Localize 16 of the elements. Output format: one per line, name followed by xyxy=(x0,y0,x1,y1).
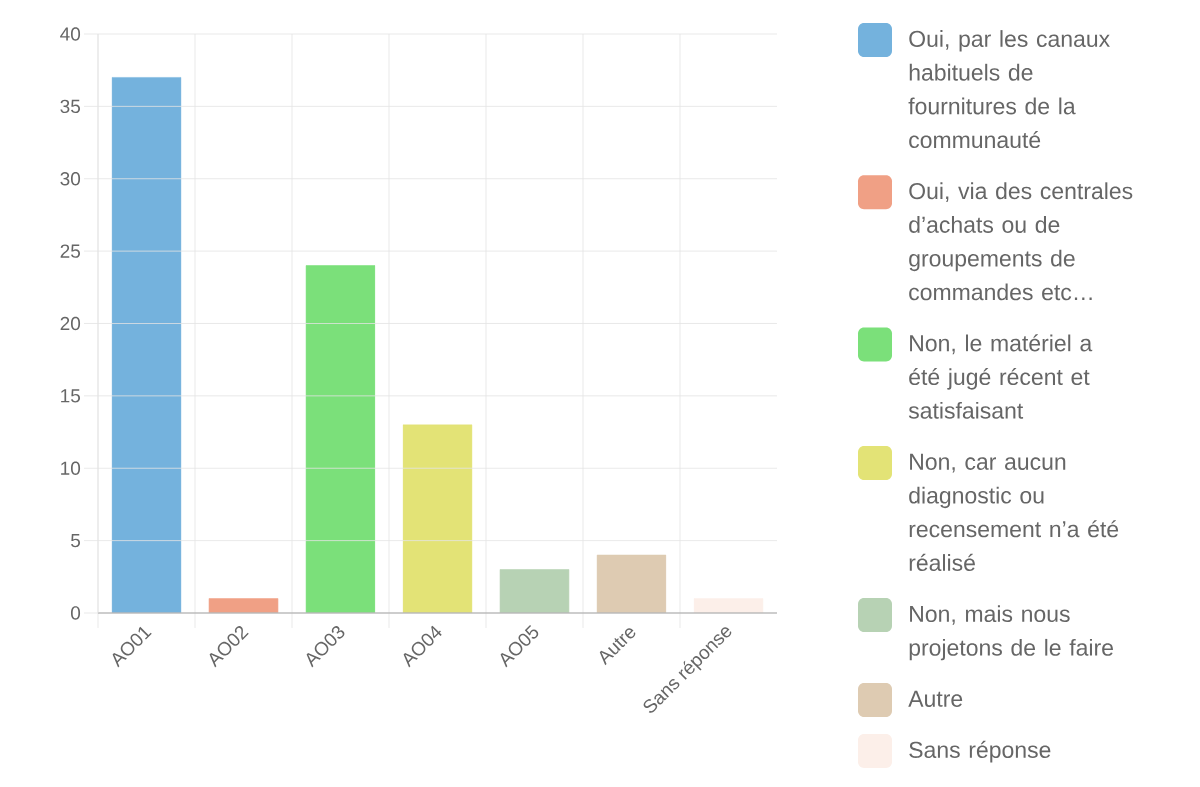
y-tick-label: 10 xyxy=(61,461,81,475)
y-tick-label: 25 xyxy=(60,244,81,258)
y-tick-label: 40 xyxy=(60,27,81,41)
y-tick-label: 15 xyxy=(61,389,81,403)
y-tick-label: 5 xyxy=(71,533,81,548)
legend-label: Non, car aucun diagnostic ou recensement n’a été réalisé xyxy=(909,453,1119,571)
y-tick-label: 35 xyxy=(60,99,81,114)
legend-label: Sans réponse xyxy=(909,740,1051,763)
y-tick-label: 30 xyxy=(60,172,81,186)
legend-label: Non, le matériel a été jugé récent et satisfaisant xyxy=(908,334,1093,419)
legend-label: Oui, par les canaux habituels de fournitures de la communauté xyxy=(908,30,1110,149)
legend-label: Oui, via des centrales d’achats ou de groupements de commandes etc… xyxy=(909,182,1133,301)
legend-label: Autre xyxy=(908,690,963,707)
y-tick-label: 0 xyxy=(70,606,81,620)
y-tick-label: 20 xyxy=(60,316,81,331)
legend-label: Non, mais nous projetons de le faire xyxy=(909,605,1113,661)
